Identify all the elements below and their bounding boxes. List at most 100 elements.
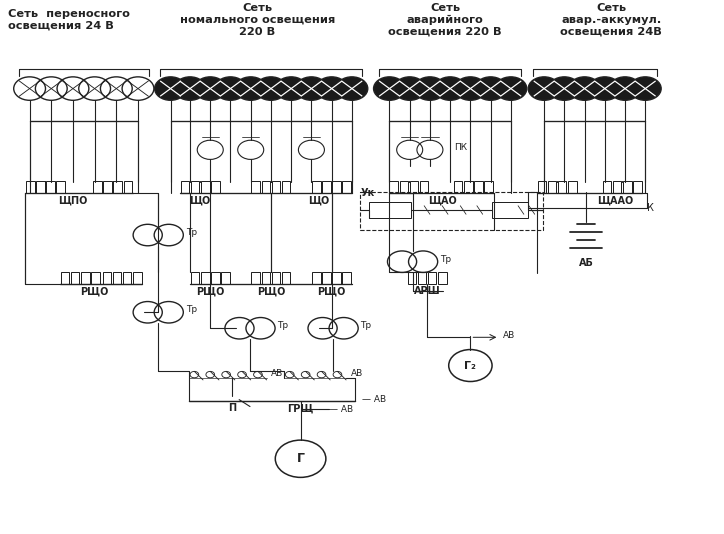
Bar <box>261 272 270 284</box>
Text: П: П <box>228 403 236 413</box>
Bar <box>400 181 408 193</box>
Bar <box>342 272 351 284</box>
Bar <box>454 181 463 193</box>
Bar <box>71 272 80 284</box>
Circle shape <box>255 77 287 100</box>
Text: Тр: Тр <box>440 255 451 263</box>
Circle shape <box>434 77 466 100</box>
Bar <box>123 272 132 284</box>
Text: Г: Г <box>297 452 305 465</box>
Bar <box>251 181 260 193</box>
Circle shape <box>475 77 507 100</box>
Bar <box>420 181 429 193</box>
Text: ЩПО: ЩПО <box>58 195 88 206</box>
Circle shape <box>275 77 307 100</box>
Bar <box>56 181 65 193</box>
Text: АВ: АВ <box>503 331 515 340</box>
Bar <box>492 202 529 218</box>
Bar <box>568 181 576 193</box>
Bar <box>124 181 132 193</box>
Text: АРШ: АРШ <box>413 286 440 296</box>
Text: ЩААO: ЩААO <box>597 195 633 206</box>
Text: Сеть  переносного
освещения 24 В: Сеть переносного освещения 24 В <box>8 9 130 30</box>
Bar <box>104 181 112 193</box>
Bar <box>221 272 230 284</box>
Text: Тр: Тр <box>277 321 289 330</box>
Bar <box>93 181 102 193</box>
Bar <box>633 181 641 193</box>
Circle shape <box>589 77 620 100</box>
Bar <box>190 181 199 193</box>
Bar <box>180 181 189 193</box>
Text: Сеть
аварийного
освещения 220 В: Сеть аварийного освещения 220 В <box>388 3 502 37</box>
Text: ЩАО: ЩАО <box>429 195 458 206</box>
Bar <box>322 181 331 193</box>
Bar <box>474 181 483 193</box>
Bar <box>342 181 351 193</box>
Bar <box>557 181 566 193</box>
Circle shape <box>155 77 186 100</box>
Bar <box>272 272 280 284</box>
Bar <box>360 192 543 230</box>
Text: ГРЩ: ГРЩ <box>287 403 313 413</box>
Circle shape <box>235 77 266 100</box>
Bar <box>613 181 621 193</box>
Bar <box>282 181 290 193</box>
Bar <box>410 181 418 193</box>
Bar <box>190 272 199 284</box>
Bar <box>332 272 341 284</box>
Bar <box>369 202 411 218</box>
Text: ПК: ПК <box>454 143 467 152</box>
Circle shape <box>568 77 600 100</box>
Text: АВ: АВ <box>350 369 363 378</box>
Circle shape <box>455 77 487 100</box>
Bar <box>26 181 35 193</box>
Text: — АВ: — АВ <box>362 395 386 404</box>
Text: Ук: Ук <box>361 187 375 198</box>
Bar <box>272 181 280 193</box>
Bar <box>428 272 437 284</box>
Text: Тр: Тр <box>185 305 197 314</box>
Bar <box>133 272 142 284</box>
Text: Сеть
номального освещения
220 В: Сеть номального освещения 220 В <box>180 3 335 36</box>
Text: АБ: АБ <box>578 258 594 268</box>
Bar <box>538 181 547 193</box>
Bar <box>211 272 219 284</box>
Bar <box>113 272 122 284</box>
Circle shape <box>194 77 226 100</box>
Bar <box>114 181 122 193</box>
Circle shape <box>495 77 527 100</box>
Text: РЩО: РЩО <box>257 286 285 296</box>
Circle shape <box>394 77 426 100</box>
Text: Тр: Тр <box>361 321 371 330</box>
Bar <box>322 272 331 284</box>
Text: Г₂: Г₂ <box>465 360 476 371</box>
Bar <box>61 272 70 284</box>
Bar <box>484 181 493 193</box>
Circle shape <box>549 77 580 100</box>
Text: АВ: АВ <box>271 369 283 378</box>
Bar <box>464 181 473 193</box>
Bar <box>390 181 398 193</box>
Text: — АВ: — АВ <box>329 405 353 414</box>
Bar <box>46 181 55 193</box>
Text: ЩО: ЩО <box>308 195 329 206</box>
Text: Тр: Тр <box>185 228 197 237</box>
Bar <box>36 181 45 193</box>
Bar <box>602 181 611 193</box>
Circle shape <box>214 77 246 100</box>
Circle shape <box>174 77 206 100</box>
Circle shape <box>295 77 327 100</box>
Text: РЩО: РЩО <box>317 286 346 296</box>
Bar <box>261 181 270 193</box>
Text: РЩО: РЩО <box>196 286 224 296</box>
Text: ЩО: ЩО <box>190 195 211 206</box>
Circle shape <box>336 77 368 100</box>
Text: РЩО: РЩО <box>80 286 109 296</box>
Bar <box>408 272 416 284</box>
Circle shape <box>529 77 560 100</box>
Circle shape <box>629 77 661 100</box>
Bar <box>282 272 290 284</box>
Circle shape <box>414 77 446 100</box>
Circle shape <box>374 77 405 100</box>
